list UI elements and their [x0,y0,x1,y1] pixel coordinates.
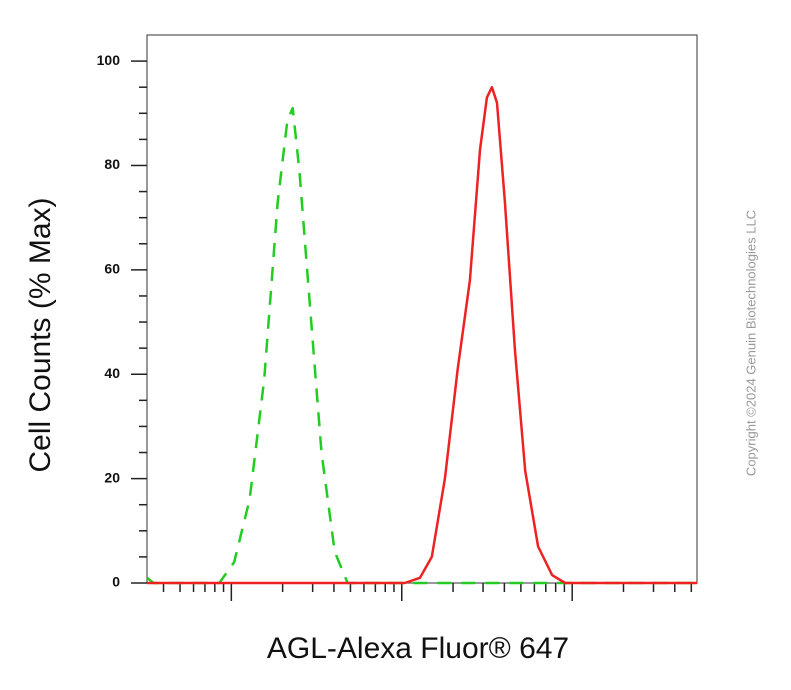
watermark: Copyright ©2024 Genuin Biotechnologies L… [743,210,758,476]
y-tick-label: 100 [97,52,121,68]
y-tick-label: 60 [104,261,120,277]
plot-frame [146,34,698,584]
series-line [147,85,697,585]
y-tick-label: 80 [104,156,120,172]
y-tick-label: 40 [104,365,120,381]
y-tick-label: 0 [112,574,120,590]
series-line [146,106,697,585]
x-axis-label: AGL-Alexa Fluor® 647 [267,632,569,665]
y-axis-label: Cell Counts (% Max) [24,197,57,472]
y-tick-label: 20 [104,469,120,485]
